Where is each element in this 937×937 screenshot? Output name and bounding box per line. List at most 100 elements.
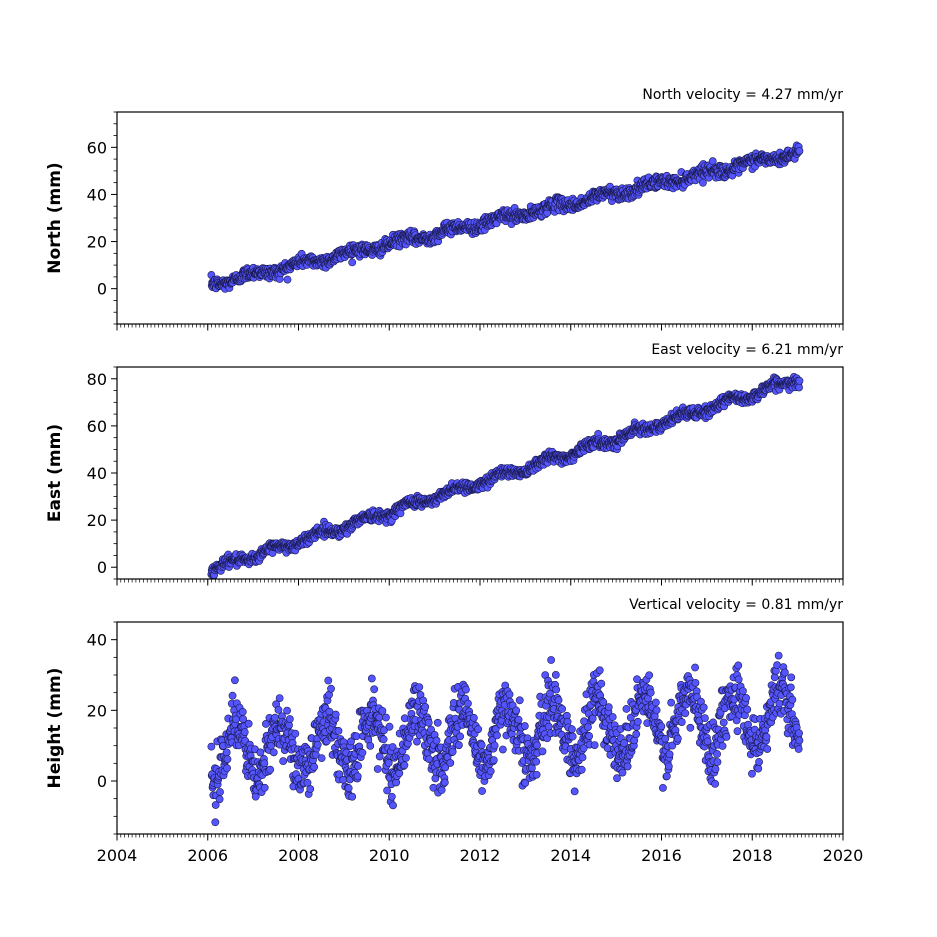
- data-point: [599, 698, 608, 707]
- data-point: [251, 792, 260, 801]
- data-point: [691, 663, 699, 672]
- data-point: [667, 698, 676, 707]
- data-point: [665, 750, 674, 759]
- data-point: [795, 729, 803, 738]
- data-point: [383, 786, 392, 795]
- data-point: [748, 769, 756, 778]
- data-point: [686, 723, 695, 732]
- data-point: [646, 688, 655, 697]
- data-point: [787, 673, 796, 682]
- y-tick-label: 20: [87, 233, 107, 252]
- data-point: [267, 741, 275, 750]
- data-point: [708, 157, 717, 166]
- data-point: [477, 741, 486, 750]
- data-point: [238, 707, 247, 716]
- data-point: [770, 673, 779, 682]
- data-point: [579, 744, 588, 753]
- data-point: [231, 676, 239, 685]
- data-point: [604, 703, 613, 712]
- data-point: [795, 147, 804, 155]
- data-point: [469, 713, 478, 722]
- height-panel: Vertical velocity = 0.81 mm/yr Height (m…: [45, 597, 863, 865]
- data-point: [380, 726, 388, 735]
- data-point: [681, 709, 690, 718]
- data-point: [608, 713, 617, 721]
- north-panel-title: North velocity = 4.27 mm/yr: [642, 87, 843, 103]
- data-point: [633, 717, 642, 726]
- data-point: [673, 734, 682, 743]
- data-point: [515, 696, 524, 705]
- data-point: [310, 763, 319, 771]
- data-point: [207, 742, 216, 751]
- height-y-axis-label: Height (mm): [45, 668, 65, 789]
- data-point: [446, 759, 455, 767]
- data-point: [651, 698, 660, 707]
- data-point: [568, 732, 577, 741]
- data-point: [413, 737, 421, 746]
- north-panel: North velocity = 4.27 mm/yr North (mm) 0…: [45, 87, 844, 331]
- data-point: [719, 718, 728, 727]
- data-point: [755, 758, 763, 766]
- east-y-axis-label: East (mm): [45, 424, 65, 522]
- data-point: [664, 762, 673, 771]
- data-point: [331, 710, 340, 719]
- data-point: [400, 761, 409, 770]
- data-point: [795, 736, 804, 745]
- data-point: [382, 713, 390, 722]
- data-point: [344, 784, 353, 792]
- data-point: [699, 703, 708, 712]
- data-point: [384, 758, 393, 767]
- y-tick-label: 40: [87, 464, 107, 483]
- data-point: [618, 768, 627, 777]
- data-point: [568, 725, 576, 734]
- data-point: [474, 725, 483, 734]
- data-point: [462, 685, 470, 694]
- y-tick-label: 40: [87, 185, 107, 204]
- data-point: [419, 696, 428, 705]
- data-point: [590, 741, 599, 749]
- data-point: [486, 767, 495, 776]
- y-tick-label: 20: [87, 511, 107, 530]
- data-point: [659, 783, 667, 792]
- data-point: [652, 706, 661, 715]
- data-point: [223, 764, 231, 773]
- data-point: [392, 778, 401, 787]
- data-point: [354, 762, 362, 770]
- data-point: [271, 713, 279, 722]
- y-tick-label: 40: [87, 631, 107, 650]
- data-point: [211, 801, 220, 809]
- data-point: [794, 745, 803, 753]
- data-point: [552, 685, 561, 694]
- data-point: [440, 778, 449, 787]
- data-point: [448, 747, 457, 756]
- data-point: [455, 741, 463, 750]
- data-point: [597, 679, 606, 688]
- data-point: [786, 683, 795, 692]
- data-point: [521, 779, 530, 787]
- data-point: [388, 743, 397, 751]
- data-point: [437, 786, 446, 794]
- data-point: [795, 383, 803, 392]
- y-tick-label: 60: [87, 138, 107, 157]
- data-point: [275, 694, 284, 702]
- data-point: [348, 792, 357, 801]
- data-point: [347, 737, 355, 746]
- data-point: [385, 722, 394, 731]
- data-point: [256, 748, 265, 757]
- data-point: [215, 795, 224, 804]
- y-tick-label: 60: [87, 417, 107, 436]
- data-point: [352, 732, 361, 741]
- data-point: [260, 759, 269, 768]
- data-point: [788, 695, 797, 704]
- data-point: [493, 731, 501, 740]
- data-point: [327, 684, 335, 693]
- data-point: [432, 736, 441, 745]
- data-point: [763, 745, 772, 753]
- data-point: [269, 748, 278, 757]
- data-point: [775, 699, 784, 708]
- data-point: [353, 772, 362, 781]
- data-point: [677, 718, 686, 726]
- data-point: [711, 780, 719, 788]
- data-point: [713, 758, 722, 766]
- data-point: [370, 685, 379, 694]
